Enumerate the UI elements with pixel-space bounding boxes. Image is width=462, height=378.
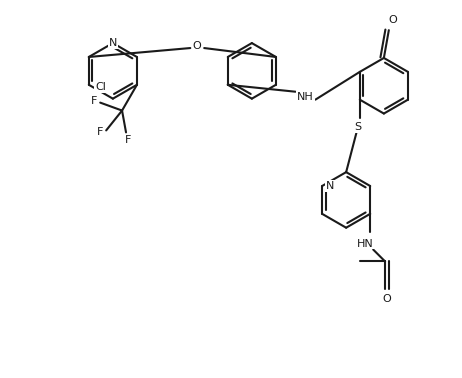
Text: Cl: Cl bbox=[95, 82, 106, 92]
Text: O: O bbox=[193, 41, 201, 51]
Text: N: N bbox=[109, 38, 117, 48]
Text: F: F bbox=[97, 127, 103, 137]
Text: HN: HN bbox=[357, 239, 374, 249]
Text: O: O bbox=[389, 15, 397, 25]
Text: F: F bbox=[125, 135, 131, 145]
Text: S: S bbox=[354, 122, 361, 132]
Text: O: O bbox=[383, 294, 391, 304]
Text: N: N bbox=[326, 181, 334, 191]
Text: NH: NH bbox=[297, 92, 314, 102]
Text: F: F bbox=[91, 96, 97, 105]
